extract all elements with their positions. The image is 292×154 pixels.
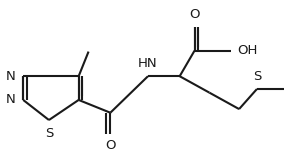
Text: N: N	[6, 93, 15, 106]
Text: HN: HN	[138, 57, 158, 70]
Text: S: S	[45, 127, 53, 140]
Text: O: O	[105, 139, 116, 152]
Text: O: O	[189, 8, 200, 21]
Text: OH: OH	[237, 44, 258, 57]
Text: N: N	[6, 70, 15, 83]
Text: S: S	[253, 70, 261, 83]
